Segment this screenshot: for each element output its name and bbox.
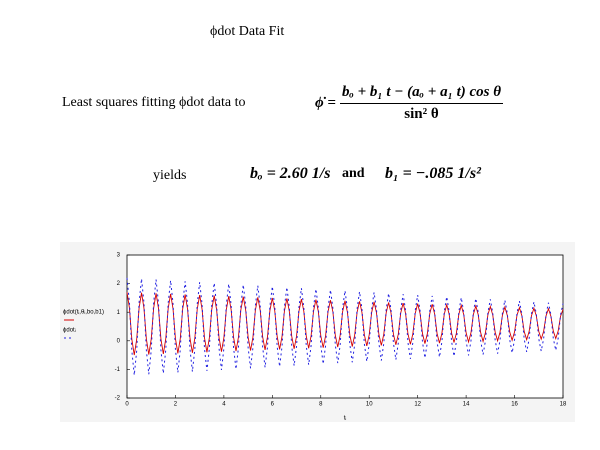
x-tick-label: 16 xyxy=(511,402,518,408)
y-tick-label: -2 xyxy=(115,396,121,402)
y-tick-label: 3 xyxy=(117,253,121,259)
x-tick-label: 10 xyxy=(366,402,373,408)
and-text: and xyxy=(342,166,365,181)
x-tick-label: 0 xyxy=(125,402,129,408)
slide-title: ϕdot Data Fit xyxy=(210,24,285,39)
result-b0: bₒ = 2.60 1/s xyxy=(250,165,331,182)
x-tick-label: 12 xyxy=(414,402,421,408)
plot-area xyxy=(126,254,564,399)
yields-text: yields xyxy=(153,168,187,183)
x-tick-label: 4 xyxy=(222,402,226,408)
x-tick-label: 6 xyxy=(271,402,275,408)
formula-denominator: sin² θ xyxy=(404,106,439,122)
x-tick-label: 18 xyxy=(560,402,567,408)
y-tick-label: -1 xyxy=(115,367,121,373)
series-line xyxy=(126,277,564,376)
x-tick-label: 14 xyxy=(463,402,470,408)
formula-lhs: ϕ̇ = xyxy=(315,95,336,111)
formula: ϕ̇ = bₒ + b₁ t − (aₒ + a₁ t) cos θ sin² … xyxy=(315,84,504,123)
y-tick-label: 0 xyxy=(117,338,121,344)
formula-numerator: bₒ + b₁ t − (aₒ + a₁ t) cos θ xyxy=(339,84,504,104)
x-tick-label: 2 xyxy=(174,402,178,408)
legend-label: ϕdotᵢ xyxy=(63,328,76,334)
x-axis-label: tᵢ xyxy=(344,416,347,422)
result-b1: b₁ = −.085 1/s² xyxy=(385,165,481,182)
fraction: bₒ + b₁ t − (aₒ + a₁ t) cos θ sin² θ xyxy=(339,84,504,123)
y-tick-label: 1 xyxy=(117,310,121,316)
intro-text: Least squares fitting ϕdot data to xyxy=(62,95,246,110)
y-tick-label: 2 xyxy=(117,281,121,287)
legend-label: ϕdot(tᵢ,θᵢ,bo,b1) xyxy=(63,310,104,316)
x-tick-label: 8 xyxy=(319,402,323,408)
series-line xyxy=(126,292,564,356)
